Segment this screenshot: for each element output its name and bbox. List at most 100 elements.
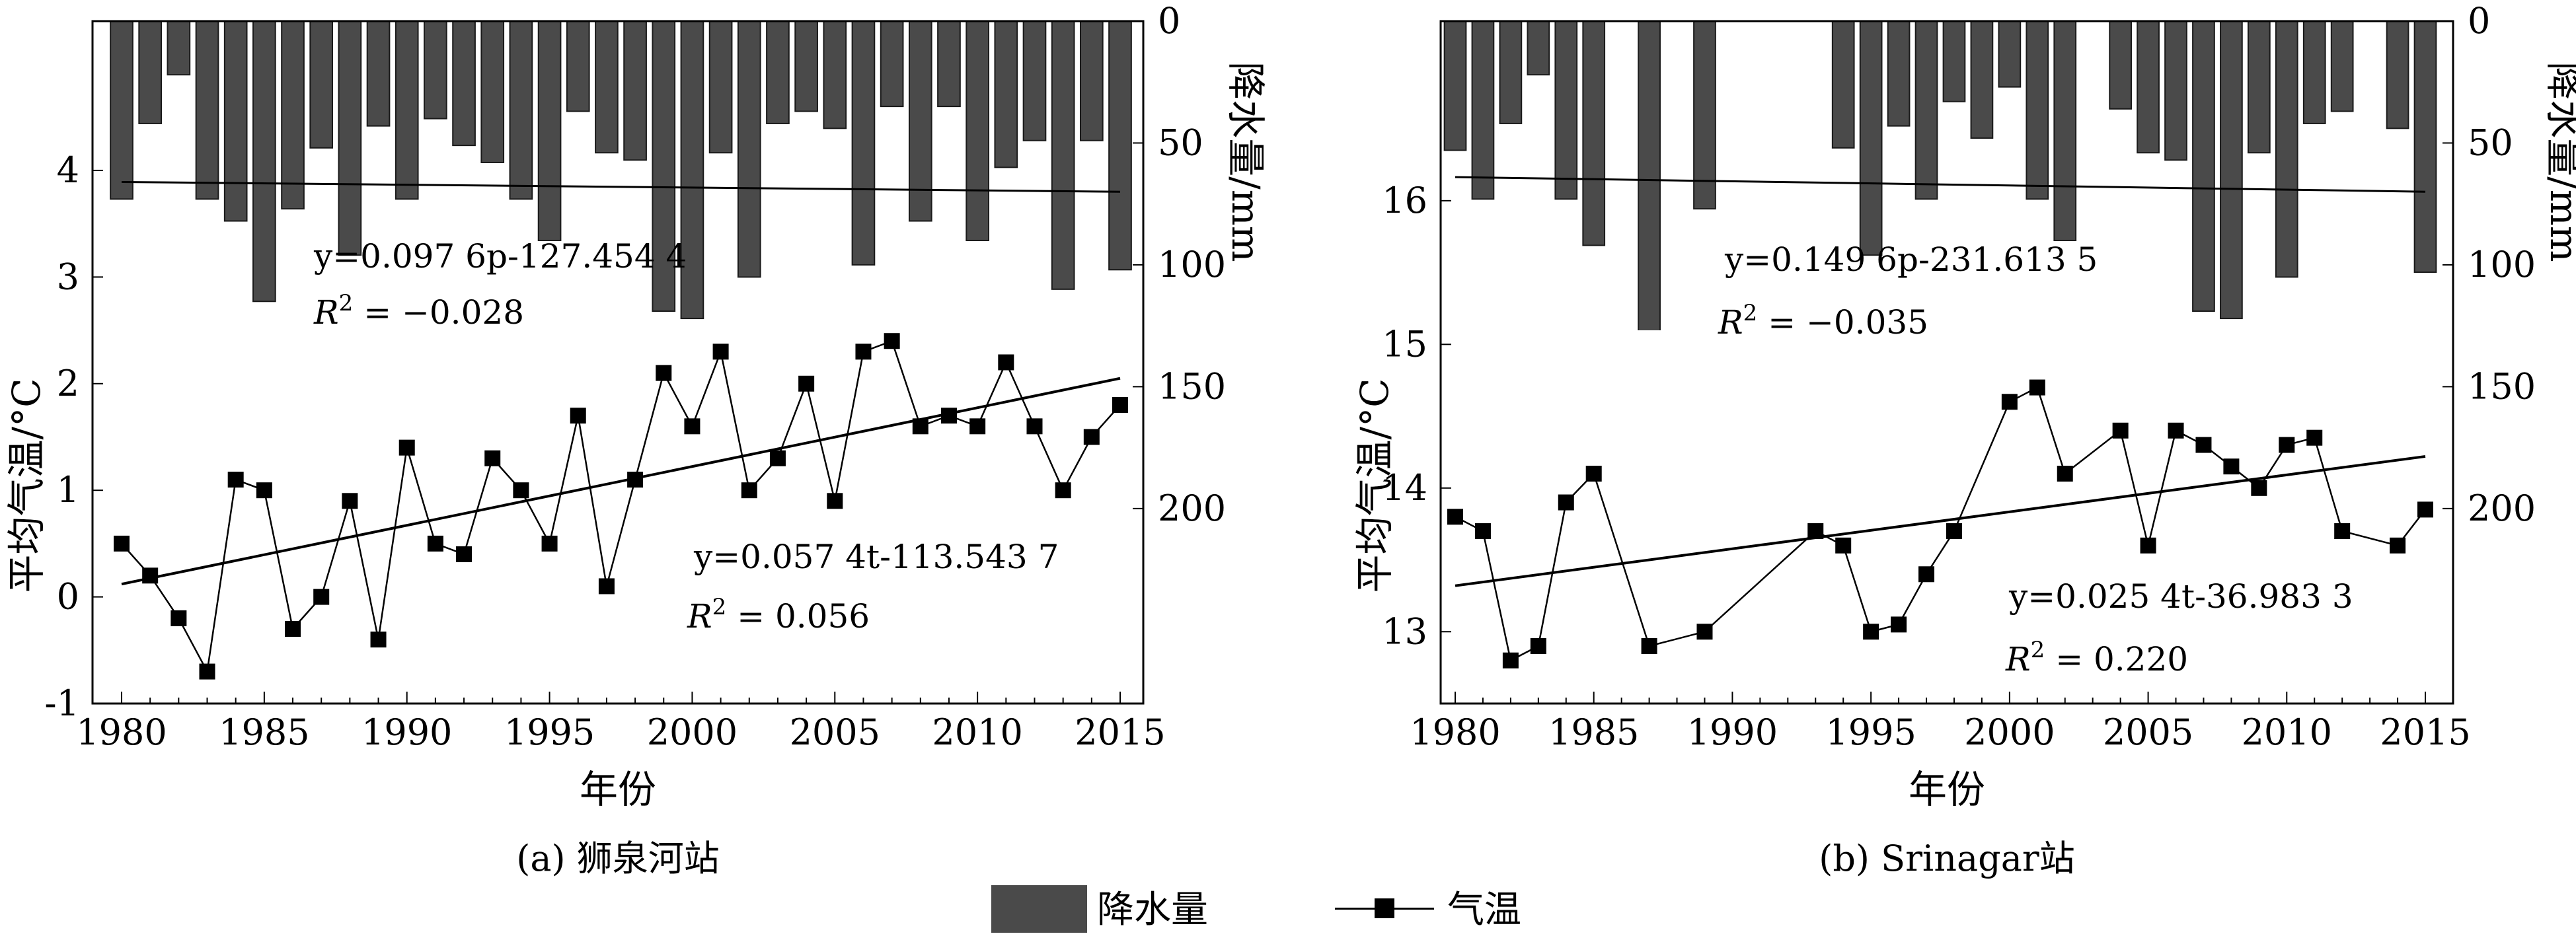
y-right-tick-label: 50 [2468,122,2513,163]
precip-bar [2386,20,2409,129]
precip-bar [452,20,476,147]
temp-point [1112,397,1128,414]
y-right-tick-label: 0 [1158,0,1180,42]
temp-point [1585,466,1602,482]
legend-temp-marker-swatch [1375,898,1394,918]
precip-bar [338,20,362,256]
x-tick-label: 1990 [1687,711,1778,753]
temp-point [1026,418,1043,435]
y-left-tick-label: 2 [57,363,79,404]
y-right-tick-label: 150 [2468,365,2536,407]
precip-bar [908,20,932,222]
precip-bar [623,20,647,161]
y-right-tick-label: 200 [1158,488,1226,529]
temp-point [2306,429,2323,446]
temp-point [1558,494,1574,511]
temp-point [2223,458,2240,475]
label-background [135,337,387,449]
precip-bar [766,20,790,124]
chart-caption: (b) Srinagar站 [1819,838,2075,879]
temp-point [1447,509,1463,525]
precip-bar [1499,20,1523,124]
temp-point [541,535,558,552]
precip-bar [281,20,305,210]
y-left-axis-title: 平均气温/°C [4,379,49,593]
y-left-tick-label: 3 [57,256,79,297]
precip-trend-equation: y=0.097 6p-127.454 4 [313,237,687,275]
precip-bar [851,20,876,266]
temp-point [2279,437,2295,453]
temp-point [170,610,187,626]
temp-point [2390,537,2406,554]
precip-trend-line [121,180,1121,193]
precip-bar [1638,20,1661,353]
precip-bar [2247,20,2271,154]
temp-trend-r2: R2 = 0.220 [2005,637,2188,678]
x-tick-label: 1985 [219,711,309,753]
precip-bar [1998,20,2022,88]
precip-bar [1887,20,1911,127]
temp-point [1530,638,1546,655]
y-left-tick-label: 0 [57,576,79,618]
temp-point [1641,638,1657,655]
precip-bar [737,20,761,278]
precip-bar [566,20,590,112]
precip-trend-r2: R2 = −0.035 [1718,300,1928,342]
temp-point [1863,624,1879,640]
x-tick-label: 1995 [504,711,595,753]
chart-b: 1980 1985 1990 1995 2000 2005 2010 201513141516… [1352,0,2576,879]
precip-bar [966,20,989,242]
temp-point [1696,624,1713,640]
precip-bar [652,20,676,312]
y-right-axis-title: 降水量/mm [1223,61,1268,262]
y-right-tick-label: 0 [2468,0,2490,42]
y-left-tick-label: 1 [57,469,79,511]
precip-bar [1859,20,1883,256]
y-left-tick-label: 16 [1382,180,1427,221]
y-right-axis-title: 降水量/mm [2542,61,2576,262]
x-axis-title: 年份 [1909,767,1985,812]
temp-point [1835,537,1852,554]
precip-trend-line [1455,176,2426,193]
x-tick-label: 2000 [647,711,738,753]
label-background [1474,330,1708,443]
plot-frame [91,20,1145,705]
temp-trend-r2: R2 = 0.056 [687,594,870,635]
temp-point [884,333,900,349]
temp-point [2168,422,2184,439]
precip-bar [2026,20,2049,200]
x-tick-label: 2000 [1964,711,2055,753]
temp-point [1918,566,1935,583]
temp-point [199,663,215,680]
temp-point [969,418,986,435]
precip-bar [794,20,818,112]
temp-point [1474,523,1491,540]
temp-point [798,375,815,392]
x-tick-label: 1980 [1410,711,1500,753]
precip-bar [2220,20,2243,320]
temp-point [456,546,473,563]
precip-bar [395,20,419,200]
temp-point [2029,379,2045,396]
temp-point [114,535,130,552]
precip-trend-r2: R2 = −0.028 [313,290,524,332]
temp-point [1055,482,1071,499]
precip-bar [138,20,163,124]
temp-point [342,493,358,509]
temp-point [2001,394,2018,410]
temp-point [1083,429,1100,445]
y-right-tick-label: 200 [2468,488,2536,529]
precip-bar [509,20,533,200]
temp-point [427,535,443,552]
temp-point [1891,616,1907,633]
y-left-tick-label: 13 [1382,610,1427,652]
y-left-tick-label: 15 [1382,323,1427,365]
temp-point [2140,537,2156,554]
y-right-tick-label: 100 [1158,244,1226,285]
precip-bar [1693,20,1716,210]
precip-bar [167,20,191,76]
precip-bar [2053,20,2077,242]
temp-point [769,450,786,466]
plot-frame [1439,20,2454,705]
